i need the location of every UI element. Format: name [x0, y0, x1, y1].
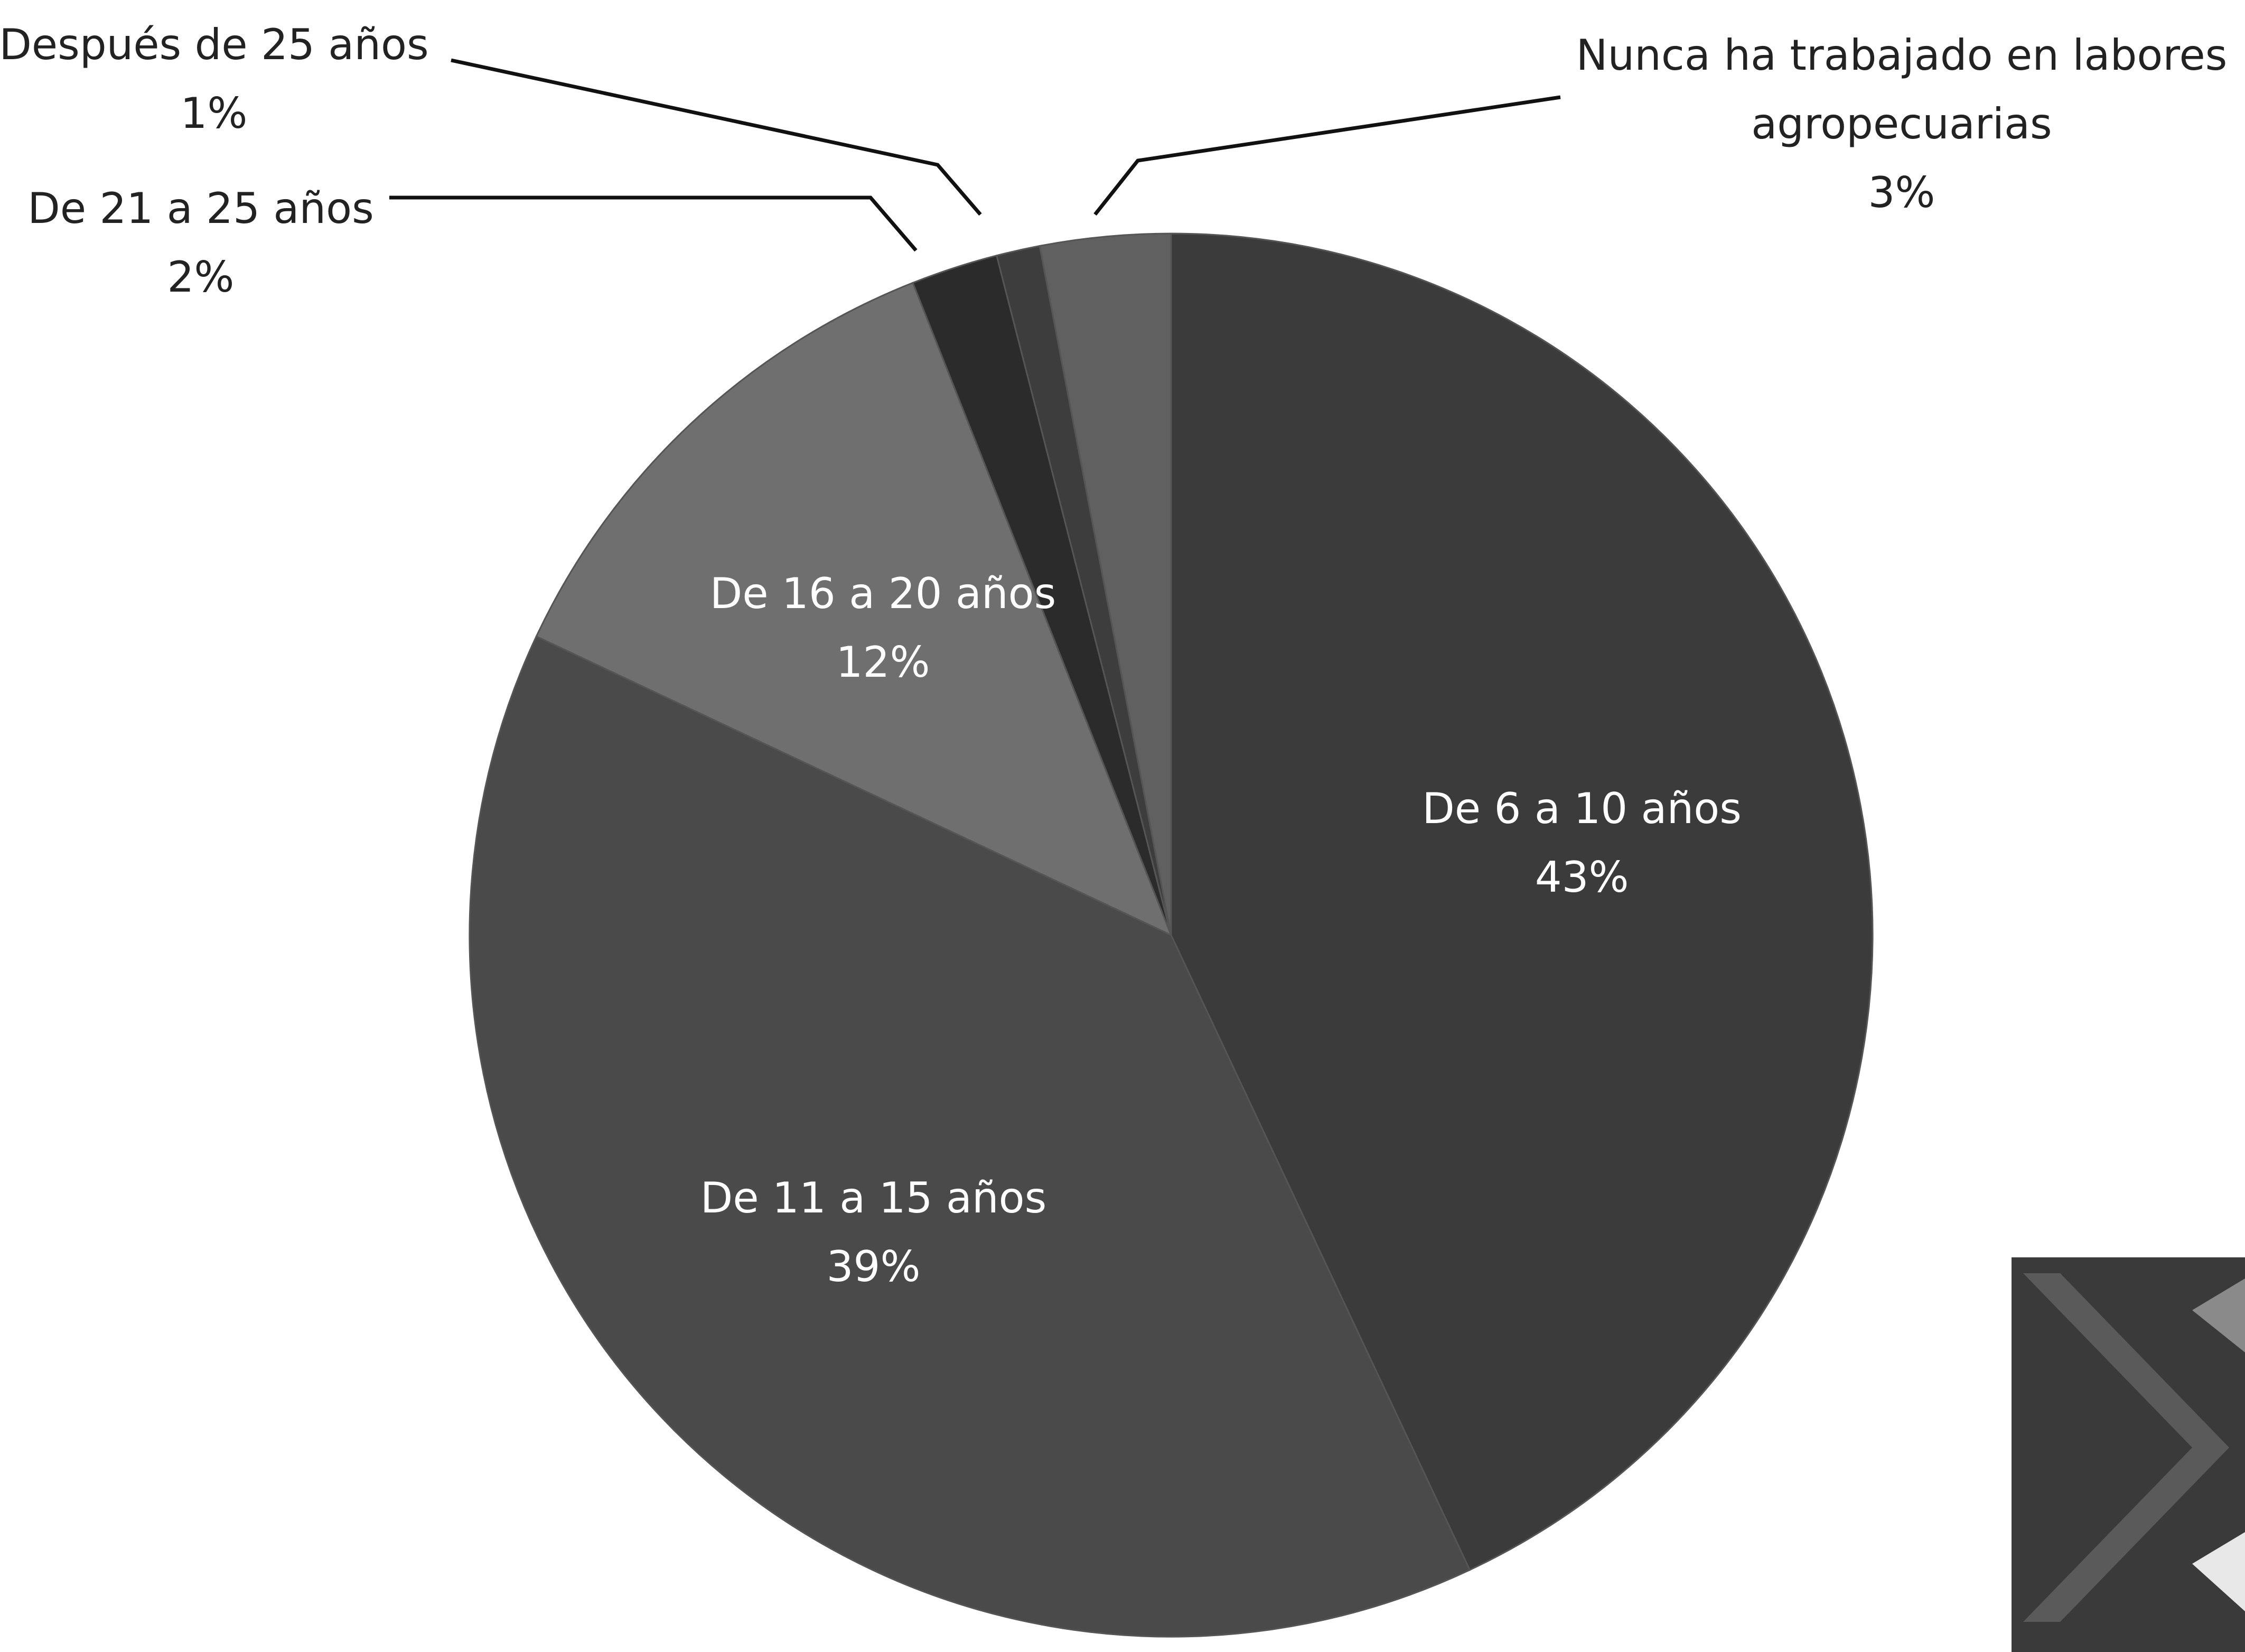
value-label: 3% — [1868, 168, 1935, 217]
leader-line — [389, 195, 918, 252]
category-label: De 16 a 20 años — [709, 569, 1056, 619]
value-label: 2% — [167, 253, 235, 302]
slice-label: Nunca ha trabajado en labores agropecuar… — [1558, 21, 2245, 227]
value-label: 39% — [826, 1242, 921, 1292]
slice-label: Después de 25 años 1% — [0, 11, 452, 148]
pie-slice — [1170, 232, 1874, 1571]
slice-label: De 11 a 15 años 39% — [583, 1164, 1164, 1301]
category-label: Después de 25 años — [0, 20, 429, 69]
category-label: De 6 a 10 años — [1422, 784, 1742, 834]
slice-label: De 6 a 10 años 43% — [1292, 774, 1873, 912]
corner-decoration — [2012, 1257, 2245, 1652]
leader-line — [1093, 95, 1561, 216]
value-label: 43% — [1535, 853, 1629, 902]
category-label: De 11 a 15 años — [700, 1173, 1047, 1223]
leader-line — [451, 58, 982, 216]
value-label: 1% — [180, 89, 248, 138]
category-label: Nunca ha trabajado en labores agropecuar… — [1576, 31, 2228, 148]
slice-label: De 21 a 25 años 2% — [16, 174, 386, 312]
slice-label: De 16 a 20 años 12% — [593, 559, 1174, 697]
pie-slice — [535, 282, 1173, 937]
pie-slice — [1039, 232, 1172, 936]
category-label: De 21 a 25 años — [27, 184, 374, 233]
pie-slice — [469, 635, 1471, 1638]
value-label: 12% — [836, 638, 930, 687]
